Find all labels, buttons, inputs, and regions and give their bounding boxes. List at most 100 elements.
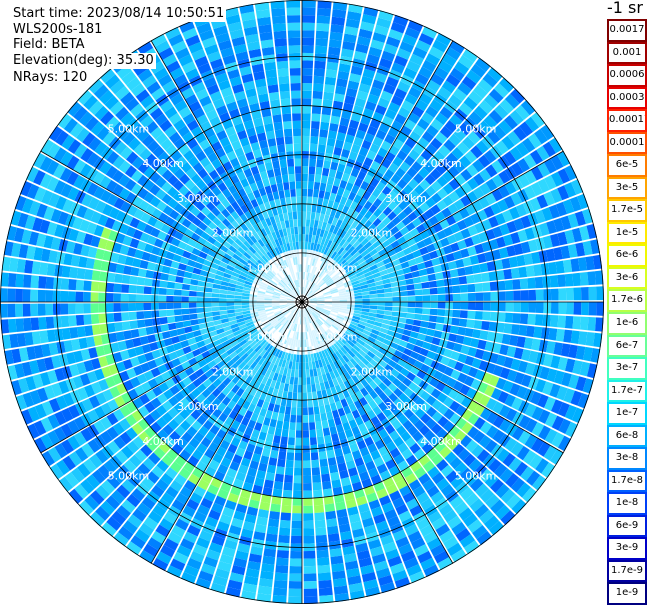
range-bin-2399 — [136, 285, 145, 294]
range-bin-4307 — [419, 230, 430, 240]
range-bin-293 — [447, 358, 458, 369]
range-bin-4374 — [350, 277, 359, 283]
range-bin-3625 — [331, 9, 347, 19]
range-bin-964 — [359, 510, 372, 521]
range-bin-4303 — [393, 245, 403, 254]
range-bin-1230 — [284, 467, 294, 476]
range-bin-2157 — [198, 323, 208, 330]
range-bin-2762 — [79, 163, 93, 178]
range-bin-830 — [339, 382, 347, 392]
range-bin-4405 — [564, 182, 577, 198]
range-bin-4016 — [475, 57, 491, 73]
range-bin-348 — [551, 415, 565, 431]
range-bin-1800 — [255, 335, 263, 343]
range-bin-4546 — [471, 264, 481, 274]
range-bin-4650 — [377, 297, 386, 302]
range-bin-106 — [518, 324, 528, 337]
range-bin-666 — [319, 325, 326, 333]
range-bin-688 — [418, 454, 431, 467]
range-bin-1954 — [261, 319, 270, 325]
range-bin-3616 — [324, 76, 337, 86]
range-bin-4379 — [384, 262, 394, 270]
range-bin-3327 — [274, 198, 281, 208]
range-bin-1301 — [277, 412, 285, 422]
range-bin-4673 — [550, 288, 559, 301]
range-bin-2496 — [287, 298, 295, 301]
range-bin-855 — [417, 550, 433, 564]
range-bin-3143 — [207, 134, 219, 146]
range-bin-1666 — [160, 473, 174, 486]
range-bin-4014 — [466, 69, 482, 84]
range-bin-4434 — [499, 223, 510, 236]
range-bin-1755 — [290, 307, 297, 313]
range-bin-2503 — [235, 284, 244, 290]
range-bin-3298 — [246, 127, 257, 137]
range-bin-968 — [367, 538, 382, 550]
range-bin-567 — [420, 413, 432, 425]
range-bin-4237 — [460, 182, 473, 195]
range-bin-263 — [513, 371, 525, 385]
range-bin-3728 — [348, 119, 360, 130]
range-bin-143 — [501, 333, 511, 345]
range-bin-3467 — [272, 23, 287, 32]
range-bin-4070 — [377, 212, 387, 222]
range-bin-938 — [307, 323, 312, 332]
range-bin-807 — [399, 485, 412, 497]
range-bin-783 — [315, 328, 321, 336]
range-bin-3339 — [251, 110, 262, 120]
range-bin-3985 — [337, 247, 345, 255]
range-bin-2819 — [222, 240, 232, 249]
range-bin-207 — [395, 327, 405, 335]
range-bin-67 — [519, 313, 529, 325]
range-bin-677 — [369, 390, 379, 400]
range-bin-1178 — [298, 369, 302, 378]
range-bin-1385 — [251, 453, 261, 463]
device-label: WLS200s-181 — [11, 22, 105, 38]
range-bin-3932 — [426, 79, 441, 93]
range-bin-2777 — [238, 258, 247, 265]
range-bin-3946 — [334, 245, 342, 253]
range-bin-3036 — [135, 89, 150, 103]
range-bin-2209 — [100, 333, 110, 345]
range-bin-1198 — [291, 520, 302, 529]
range-bin-834 — [351, 409, 361, 419]
range-bin-2954 — [136, 129, 150, 142]
range-bin-484 — [402, 377, 412, 387]
range-bin-3326 — [276, 206, 283, 215]
range-bin-3995 — [381, 185, 392, 196]
range-bin-1306 — [270, 449, 279, 459]
range-bin-1594 — [155, 524, 170, 538]
range-bin-4340 — [382, 257, 392, 265]
range-bin-2474 — [160, 273, 169, 281]
range-bin-2700 — [228, 260, 237, 268]
range-bin-4501 — [425, 266, 435, 275]
range-bin-3862 — [308, 281, 314, 289]
colorbar-tick-label-16: 1.7e-7 — [609, 381, 645, 401]
range-bin-3621 — [328, 39, 342, 49]
range-bin-3237 — [296, 287, 300, 295]
range-bin-2259 — [16, 332, 27, 347]
range-bin-4431 — [478, 231, 489, 243]
range-bin-1449 — [277, 350, 284, 359]
range-bin-2175 — [65, 352, 76, 365]
range-bin-775 — [435, 523, 451, 537]
range-bin-1726 — [238, 361, 247, 370]
range-bin-4494 — [374, 280, 384, 286]
range-bin-1818 — [150, 421, 162, 434]
range-bin-2965 — [286, 284, 293, 291]
range-bin-105 — [511, 324, 520, 335]
range-bin-1646 — [254, 355, 263, 364]
range-bin-1517 — [176, 544, 192, 558]
center-cross-5 — [296, 298, 308, 306]
range-bin-2477 — [137, 268, 147, 278]
range-bin-4532 — [368, 286, 377, 291]
range-bin-3907 — [332, 243, 339, 252]
range-bin-3837 — [351, 184, 360, 195]
range-bin-392 — [321, 313, 329, 319]
range-bin-3693 — [345, 87, 358, 98]
range-bin-1829 — [86, 474, 101, 489]
range-bin-4280 — [491, 174, 504, 188]
range-bin-1663 — [174, 455, 187, 467]
range-bin-2818 — [228, 245, 238, 254]
range-bin-3864 — [315, 268, 321, 276]
